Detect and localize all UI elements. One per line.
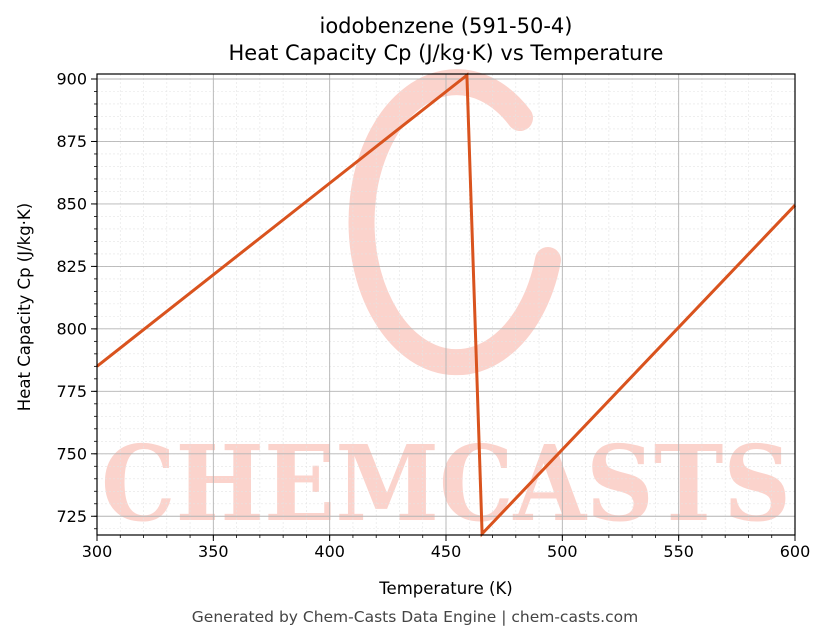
x-tick-label: 450	[431, 542, 462, 561]
ticks: 300 350 400 450 500 550 600 725 750 775 800 825 850 8…	[56, 69, 810, 561]
y-tick-label: 825	[56, 257, 87, 276]
series-line	[96, 72, 797, 538]
footer-credit: Generated by Chem-Casts Data Engine | ch…	[191, 608, 639, 626]
x-tick-label: 600	[780, 542, 811, 561]
y-tick-label: 725	[56, 507, 87, 526]
x-tick-label: 500	[547, 542, 578, 561]
y-tick-label: 775	[56, 382, 87, 401]
y-tick-label: 875	[56, 132, 87, 151]
chart-title-line2: Heat Capacity Cp (J/kg·K) vs Temperature	[228, 41, 664, 65]
y-axis-label: Heat Capacity Cp (J/kg·K)	[15, 203, 34, 411]
x-tick-label: 350	[198, 542, 229, 561]
x-tick-label: 400	[314, 542, 345, 561]
x-tick-label: 300	[82, 542, 113, 561]
chart-title-line1: iodobenzene (591-50-4)	[319, 14, 573, 38]
series-layer	[96, 72, 797, 538]
watermark-logo-arc	[348, 69, 561, 376]
y-tick-label: 850	[56, 194, 87, 213]
y-tick-label: 900	[56, 69, 87, 88]
y-tick-label: 750	[56, 444, 87, 463]
x-axis-label: Temperature (K)	[378, 579, 512, 598]
x-tick-label: 550	[663, 542, 694, 561]
y-tick-label: 800	[56, 319, 87, 338]
